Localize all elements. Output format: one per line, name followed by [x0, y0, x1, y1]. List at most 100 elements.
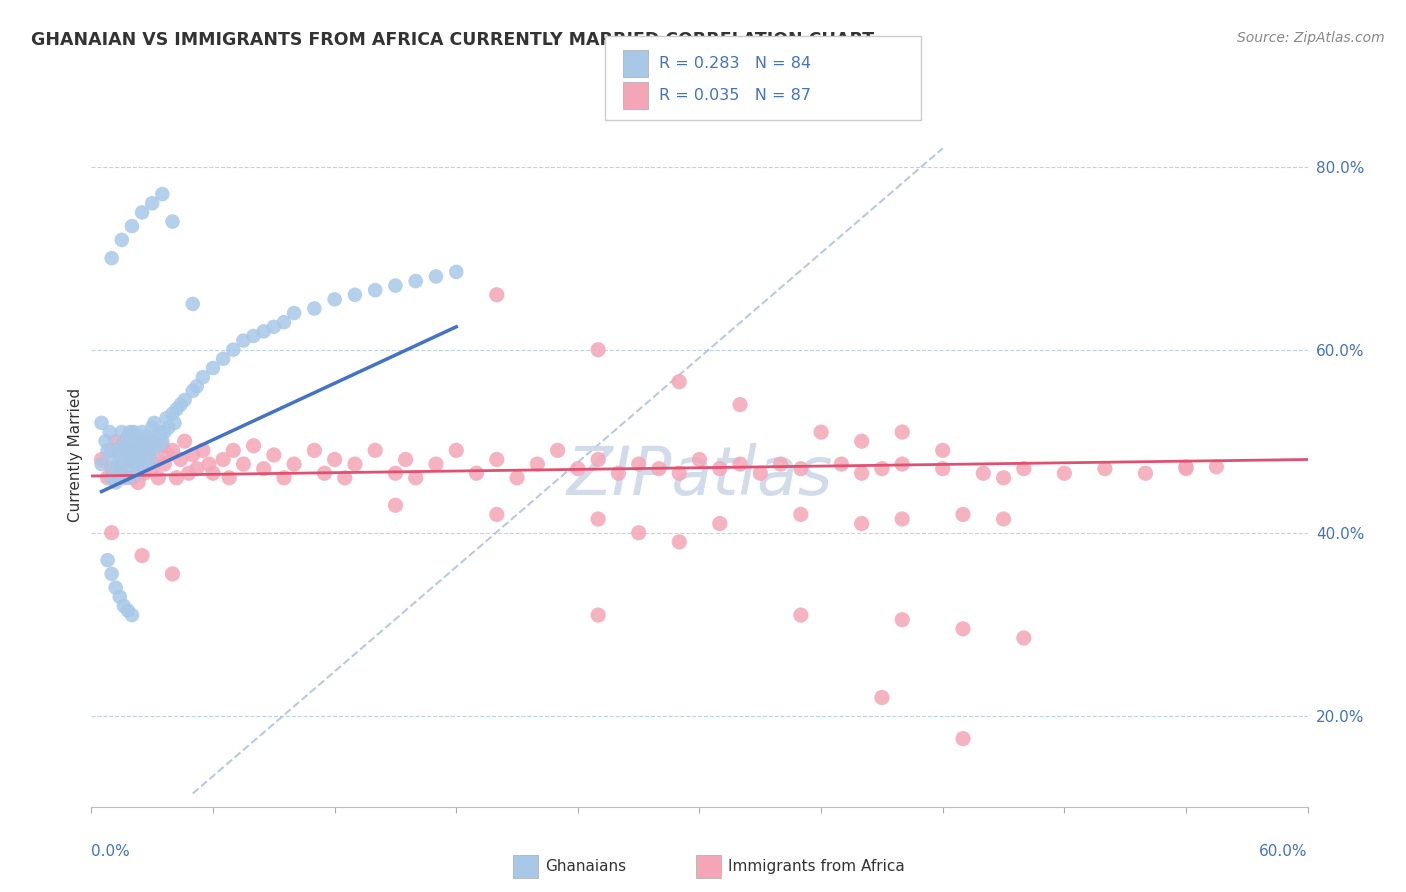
Point: [132, 467, 155, 481]
Text: 0.0%: 0.0%: [91, 844, 131, 859]
Point: [1053, 467, 1076, 481]
Point: [384, 467, 406, 481]
Point: [122, 443, 145, 458]
Point: [304, 301, 326, 316]
Point: [129, 448, 152, 462]
Point: [232, 457, 254, 471]
Point: [1012, 461, 1035, 475]
Point: [394, 452, 416, 467]
Y-axis label: Currently Married: Currently Married: [67, 388, 83, 522]
Point: [993, 512, 1015, 526]
Point: [263, 319, 285, 334]
Point: [993, 471, 1015, 485]
Point: [155, 411, 177, 425]
Point: [143, 416, 166, 430]
Point: [131, 425, 153, 439]
Point: [709, 461, 731, 475]
Point: [131, 549, 153, 563]
Point: [136, 443, 159, 458]
Point: [263, 448, 285, 462]
Point: [586, 512, 609, 526]
Point: [157, 420, 180, 434]
Point: [232, 334, 254, 348]
Point: [129, 434, 152, 449]
Point: [132, 439, 155, 453]
Point: [648, 461, 671, 475]
Point: [830, 457, 852, 471]
Point: [728, 457, 751, 471]
Text: ZIPatlas: ZIPatlas: [567, 443, 832, 509]
Point: [111, 439, 134, 453]
Point: [851, 434, 873, 449]
Point: [177, 467, 200, 481]
Point: [173, 434, 195, 449]
Point: [186, 461, 208, 475]
Point: [100, 461, 122, 475]
Point: [115, 443, 138, 458]
Point: [283, 457, 305, 471]
Point: [668, 467, 690, 481]
Point: [141, 196, 163, 211]
Point: [1205, 459, 1227, 474]
Point: [111, 233, 134, 247]
Point: [891, 425, 914, 439]
Point: [100, 448, 122, 462]
Point: [972, 467, 994, 481]
Point: [97, 471, 120, 485]
Point: [668, 375, 690, 389]
Point: [1094, 461, 1116, 475]
Point: [273, 315, 295, 329]
Point: [343, 287, 366, 301]
Point: [253, 324, 276, 338]
Point: [769, 457, 792, 471]
Point: [135, 429, 157, 443]
Point: [222, 343, 245, 357]
Point: [891, 512, 914, 526]
Point: [851, 516, 873, 531]
Point: [143, 434, 166, 449]
Point: [131, 443, 153, 458]
Point: [485, 508, 508, 522]
Point: [117, 603, 139, 617]
Point: [1175, 461, 1198, 475]
Point: [485, 452, 508, 467]
Point: [98, 425, 121, 439]
Point: [132, 457, 155, 471]
Point: [125, 467, 148, 481]
Point: [181, 297, 204, 311]
Point: [117, 471, 139, 485]
Point: [141, 461, 163, 475]
Point: [323, 293, 346, 307]
Point: [97, 553, 120, 567]
Point: [112, 471, 135, 485]
Point: [90, 452, 112, 467]
Point: [104, 581, 127, 595]
Point: [169, 452, 191, 467]
Point: [166, 402, 188, 417]
Point: [162, 407, 184, 421]
Point: [121, 452, 143, 467]
Point: [444, 265, 467, 279]
Point: [117, 434, 139, 449]
Point: [1135, 467, 1157, 481]
Point: [162, 214, 184, 228]
Point: [104, 434, 127, 449]
Point: [145, 452, 167, 467]
Point: [870, 461, 893, 475]
Point: [122, 425, 145, 439]
Point: [111, 439, 134, 453]
Point: [107, 467, 129, 481]
Point: [148, 439, 170, 453]
Point: [485, 287, 508, 301]
Point: [364, 283, 387, 297]
Point: [104, 475, 127, 490]
Point: [111, 467, 134, 481]
Point: [1175, 459, 1198, 474]
Point: [242, 439, 264, 453]
Point: [162, 566, 184, 581]
Text: Ghanaians: Ghanaians: [546, 859, 627, 873]
Point: [253, 461, 276, 475]
Point: [181, 448, 204, 462]
Point: [586, 452, 609, 467]
Point: [100, 443, 122, 458]
